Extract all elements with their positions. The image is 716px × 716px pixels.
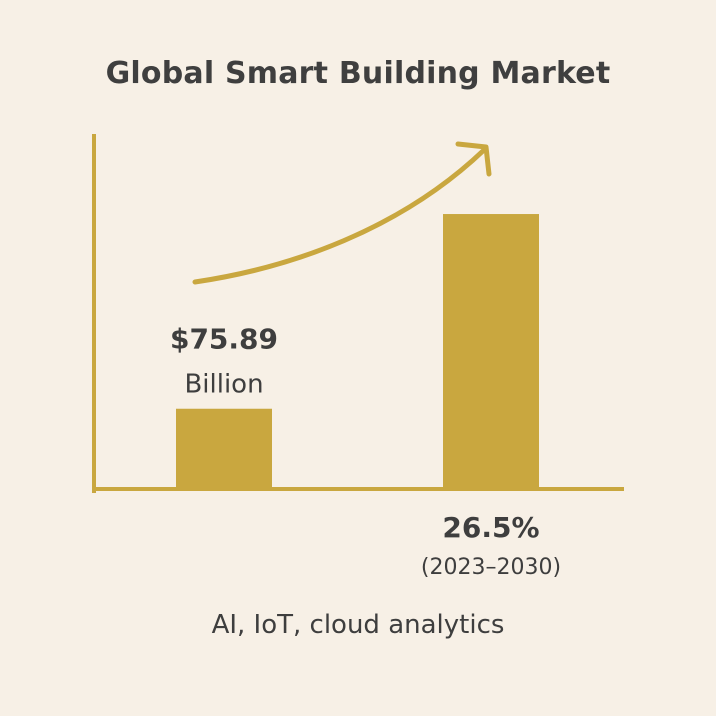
data-label-unit-0: Billion	[184, 370, 263, 400]
data-label-unit-1: (2023–2030)	[421, 555, 561, 580]
data-labels: $75.89 Billion 26.5% (2023–2030)	[170, 323, 561, 580]
trend-arrow-group	[192, 141, 492, 285]
trend-arrow-curve	[192, 147, 487, 285]
bar-0	[176, 408, 272, 489]
data-label-value-0: $75.89	[170, 323, 278, 356]
data-label-value-1: 26.5%	[442, 511, 539, 544]
footer-note: AI, IoT, cloud analytics	[211, 610, 505, 640]
trend-arrow-head	[455, 141, 492, 177]
bars	[176, 214, 539, 489]
chart-title: Global Smart Building Market	[105, 56, 611, 91]
bar-1	[443, 214, 539, 489]
axes	[92, 134, 624, 493]
